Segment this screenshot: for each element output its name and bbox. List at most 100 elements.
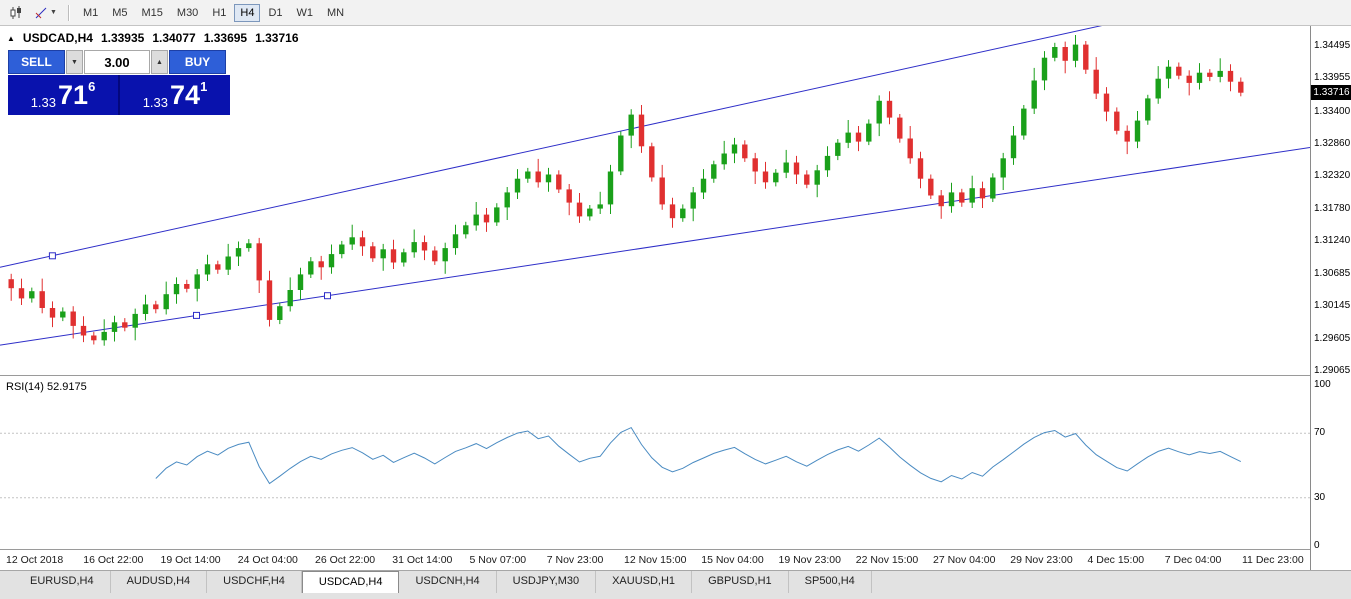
candle-body[interactable] (359, 237, 366, 247)
candle-body[interactable] (535, 171, 541, 183)
candle-body[interactable] (215, 264, 221, 270)
candle-body[interactable] (308, 261, 314, 275)
candle-body[interactable] (328, 254, 335, 268)
candle-body[interactable] (1072, 44, 1079, 61)
candle-body[interactable] (142, 304, 149, 314)
candle-body[interactable] (897, 117, 903, 139)
candle-body[interactable] (752, 158, 758, 172)
symbol-tab-gbpusd[interactable]: GBPUSD,H1 (692, 571, 789, 593)
buy-button[interactable]: BUY (169, 50, 226, 74)
candle-body[interactable] (483, 214, 490, 223)
chart-objects-dropdown[interactable]: ▼ (30, 3, 61, 23)
candle-body[interactable] (742, 144, 748, 159)
candle-body[interactable] (204, 264, 211, 275)
symbol-tab-usdjpy[interactable]: USDJPY,M30 (497, 571, 597, 593)
candle-body[interactable] (773, 172, 779, 183)
candle-body[interactable] (576, 202, 583, 217)
candle-body[interactable] (638, 114, 645, 147)
candle-body[interactable] (514, 178, 521, 193)
candle-body[interactable] (1217, 70, 1223, 77)
timeframe-m30[interactable]: M30 (171, 4, 204, 22)
candle-body[interactable] (835, 142, 841, 156)
candle-body[interactable] (525, 171, 531, 179)
candle-body[interactable] (18, 288, 25, 299)
candle-body[interactable] (1052, 47, 1058, 58)
candle-body[interactable] (545, 174, 552, 183)
candle-body[interactable] (866, 123, 872, 142)
candle-body[interactable] (401, 252, 407, 263)
timeframe-mn[interactable]: MN (321, 4, 350, 22)
price-axis[interactable]: 1.34495 1.33955 1.33400 1.32860 1.32320 1.317… (1310, 26, 1351, 570)
timeframe-m5[interactable]: M5 (106, 4, 133, 22)
candle-body[interactable] (235, 248, 242, 257)
candle-body[interactable] (1238, 81, 1244, 93)
candle-body[interactable] (494, 207, 500, 223)
candle-body[interactable] (783, 162, 789, 173)
candle-body[interactable] (1145, 98, 1151, 121)
trendline-handle[interactable] (324, 292, 331, 300)
lot-size-input[interactable] (84, 50, 150, 74)
candle-body[interactable] (442, 248, 448, 262)
chart-canvas[interactable] (0, 26, 1310, 550)
candle-body[interactable] (504, 192, 510, 208)
symbol-tab-usdchf[interactable]: USDCHF,H4 (207, 571, 302, 593)
candle-body[interactable] (256, 243, 262, 281)
candle-body[interactable] (556, 174, 562, 190)
candle-body[interactable] (762, 171, 769, 183)
candle-body[interactable] (948, 192, 955, 207)
candle-body[interactable] (246, 243, 252, 249)
candle-body[interactable] (628, 114, 634, 136)
candle-body[interactable] (132, 313, 138, 328)
candle-body[interactable] (876, 100, 882, 124)
candle-body[interactable] (39, 291, 45, 308)
timeframe-h1[interactable]: H1 (206, 4, 232, 22)
candle-body[interactable] (297, 274, 304, 290)
candle-body[interactable] (1176, 66, 1182, 76)
candle-body[interactable] (1227, 70, 1234, 82)
timeframe-d1[interactable]: D1 (262, 4, 288, 22)
candle-body[interactable] (153, 304, 159, 310)
candlestick-chart-icon[interactable] (4, 3, 28, 23)
chart-area[interactable]: ▲ USDCAD,H4 1.33935 1.34077 1.33695 1.33… (0, 26, 1310, 570)
sell-button[interactable]: SELL (8, 50, 65, 74)
candle-body[interactable] (669, 204, 676, 219)
candle-body[interactable] (1196, 72, 1203, 83)
candle-body[interactable] (173, 284, 180, 295)
trendline-handle[interactable] (48, 252, 56, 260)
symbol-tab-xauusd[interactable]: XAUUSD,H1 (596, 571, 693, 593)
candle-body[interactable] (473, 214, 479, 226)
candle-body[interactable] (1083, 44, 1089, 70)
candle-body[interactable] (1010, 135, 1017, 159)
candle-body[interactable] (979, 188, 986, 199)
candle-body[interactable] (969, 188, 975, 203)
timeframe-w1[interactable]: W1 (291, 4, 320, 22)
candle-body[interactable] (597, 204, 603, 209)
candle-body[interactable] (587, 208, 593, 217)
candle-body[interactable] (101, 331, 107, 341)
candle-body[interactable] (680, 208, 686, 219)
candle-body[interactable] (29, 291, 35, 299)
candle-body[interactable] (70, 311, 76, 326)
candle-body[interactable] (1021, 108, 1027, 136)
candle-body[interactable] (959, 192, 965, 203)
candle-body[interactable] (111, 322, 118, 332)
candle-body[interactable] (184, 284, 190, 289)
candle-body[interactable] (390, 249, 397, 263)
candle-body[interactable] (886, 100, 893, 118)
candle-body[interactable] (711, 164, 717, 179)
candle-body[interactable] (463, 225, 469, 235)
trendline-handle[interactable] (193, 311, 200, 319)
candle-body[interactable] (452, 234, 459, 249)
candle-body[interactable] (721, 153, 727, 165)
candle-body[interactable] (824, 155, 831, 171)
candle-body[interactable] (1000, 158, 1006, 178)
lot-increase-button[interactable]: ▲ (151, 50, 168, 74)
candle-body[interactable] (349, 237, 355, 245)
symbol-tab-audusd[interactable]: AUDUSD,H4 (111, 571, 208, 593)
timeframe-m15[interactable]: M15 (136, 4, 169, 22)
candle-body[interactable] (277, 306, 283, 320)
channel-line-lower[interactable] (0, 147, 1310, 346)
candle-body[interactable] (907, 138, 913, 159)
symbol-tab-eurusd[interactable]: EURUSD,H4 (14, 571, 111, 593)
candle-body[interactable] (804, 174, 810, 185)
